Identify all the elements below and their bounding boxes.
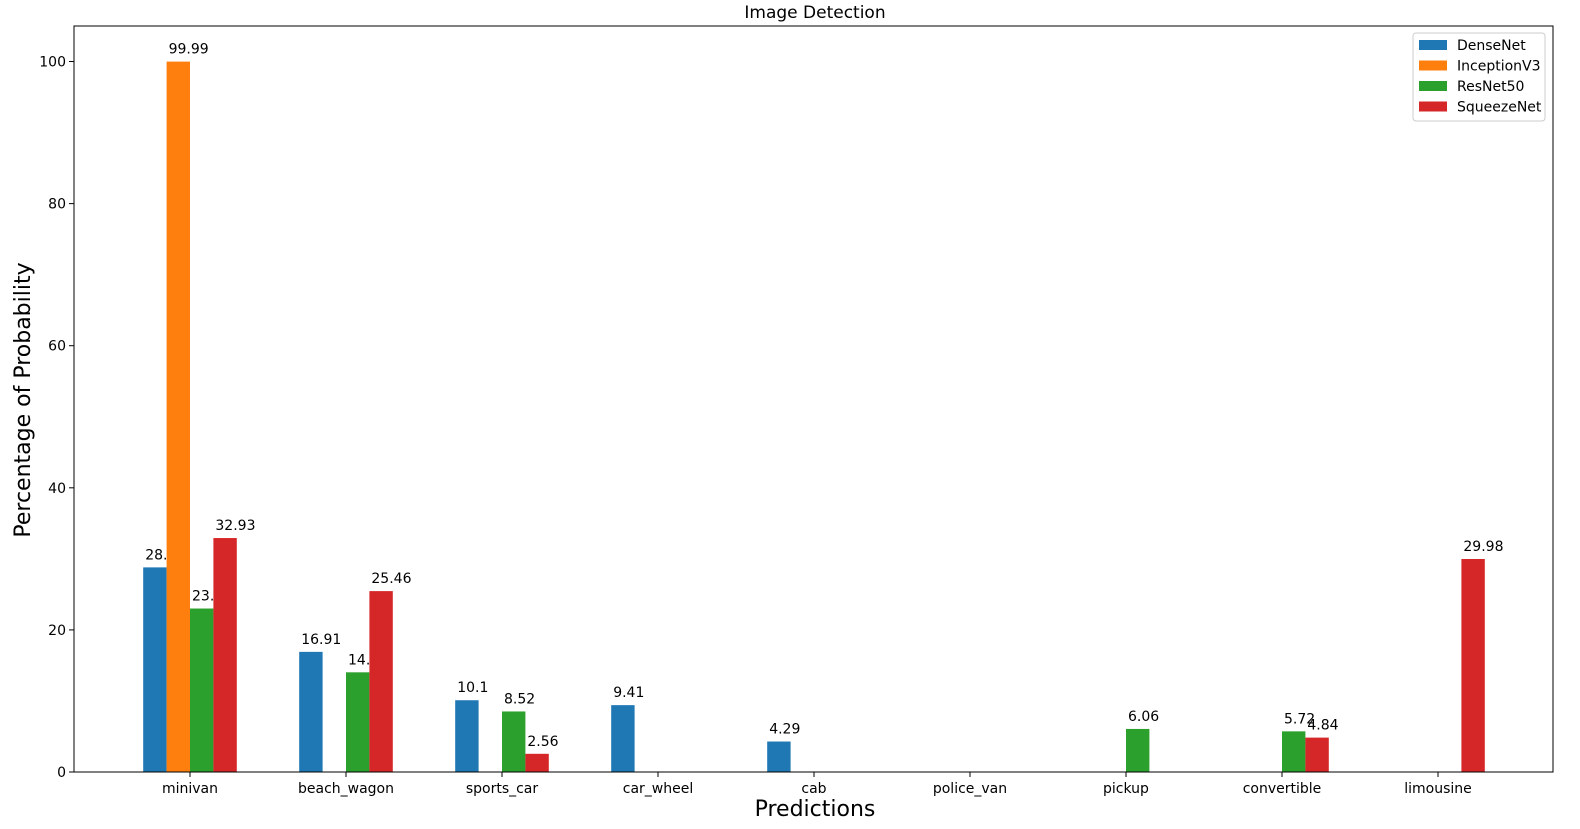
data-label: 25.46: [371, 571, 411, 587]
x-tick-label: minivan: [162, 781, 218, 797]
data-label: 10.1: [457, 680, 488, 696]
x-tick-label: pickup: [1103, 781, 1149, 797]
legend-label: InceptionV3: [1457, 59, 1541, 75]
bar: [143, 567, 167, 772]
y-tick-label: 0: [57, 765, 66, 781]
bar: [1305, 737, 1329, 772]
plot-area: 020406080100minivan28.899.9923.0132.93be…: [39, 25, 1554, 797]
chart-title: Image Detection: [744, 3, 885, 23]
y-tick-label: 60: [48, 339, 66, 355]
x-tick-label: police_van: [933, 781, 1007, 797]
data-label: 9.41: [613, 685, 644, 701]
legend-swatch: [1419, 40, 1447, 50]
x-axis-label: Predictions: [755, 797, 876, 822]
y-tick-label: 80: [48, 197, 66, 213]
legend: DenseNet InceptionV3 ResNet50 SqueezeNet: [1412, 32, 1546, 122]
y-tick-label: 40: [48, 481, 66, 497]
x-tick-label: cab: [801, 781, 826, 797]
bar: [455, 700, 479, 772]
x-tick-label: car_wheel: [623, 781, 693, 797]
bar: [502, 711, 526, 772]
bar: [299, 651, 323, 772]
bar: [1126, 728, 1150, 772]
legend-label: SqueezeNet: [1457, 100, 1542, 116]
y-axis-label: Percentage of Probability: [11, 262, 36, 537]
legend-swatch: [1419, 101, 1447, 112]
bar: [1282, 731, 1306, 772]
data-label: 32.93: [215, 518, 255, 534]
data-label: 8.52: [504, 691, 535, 707]
legend-box: [1412, 32, 1546, 122]
legend-swatch: [1419, 60, 1447, 71]
legend-label: DenseNet: [1457, 38, 1526, 54]
bar: [346, 672, 370, 772]
bar: [369, 591, 393, 772]
data-label: 16.91: [301, 632, 341, 648]
bar: [213, 538, 237, 772]
data-label: 2.56: [527, 734, 558, 750]
bar: [190, 608, 214, 772]
data-label: 5.72: [1284, 711, 1315, 727]
x-tick-label: convertible: [1243, 781, 1322, 797]
y-tick-label: 20: [48, 623, 66, 639]
data-label: 6.06: [1128, 709, 1159, 725]
data-label: 99.99: [169, 42, 209, 58]
bar: [611, 705, 635, 772]
legend-swatch: [1419, 81, 1447, 91]
x-tick-label: limousine: [1404, 781, 1472, 797]
axes-frame: [73, 25, 1554, 773]
y-tick-label: 100: [39, 55, 66, 71]
x-tick-label: sports_car: [466, 781, 539, 797]
data-label: 29.98: [1463, 539, 1503, 555]
bar: [767, 741, 791, 772]
legend-label: ResNet50: [1457, 79, 1524, 95]
bar: [525, 753, 549, 772]
data-label: 4.84: [1307, 718, 1338, 734]
bar: [1461, 558, 1485, 772]
data-label: 4.29: [769, 722, 800, 738]
x-tick-label: beach_wagon: [298, 781, 394, 797]
bar: [166, 61, 190, 773]
